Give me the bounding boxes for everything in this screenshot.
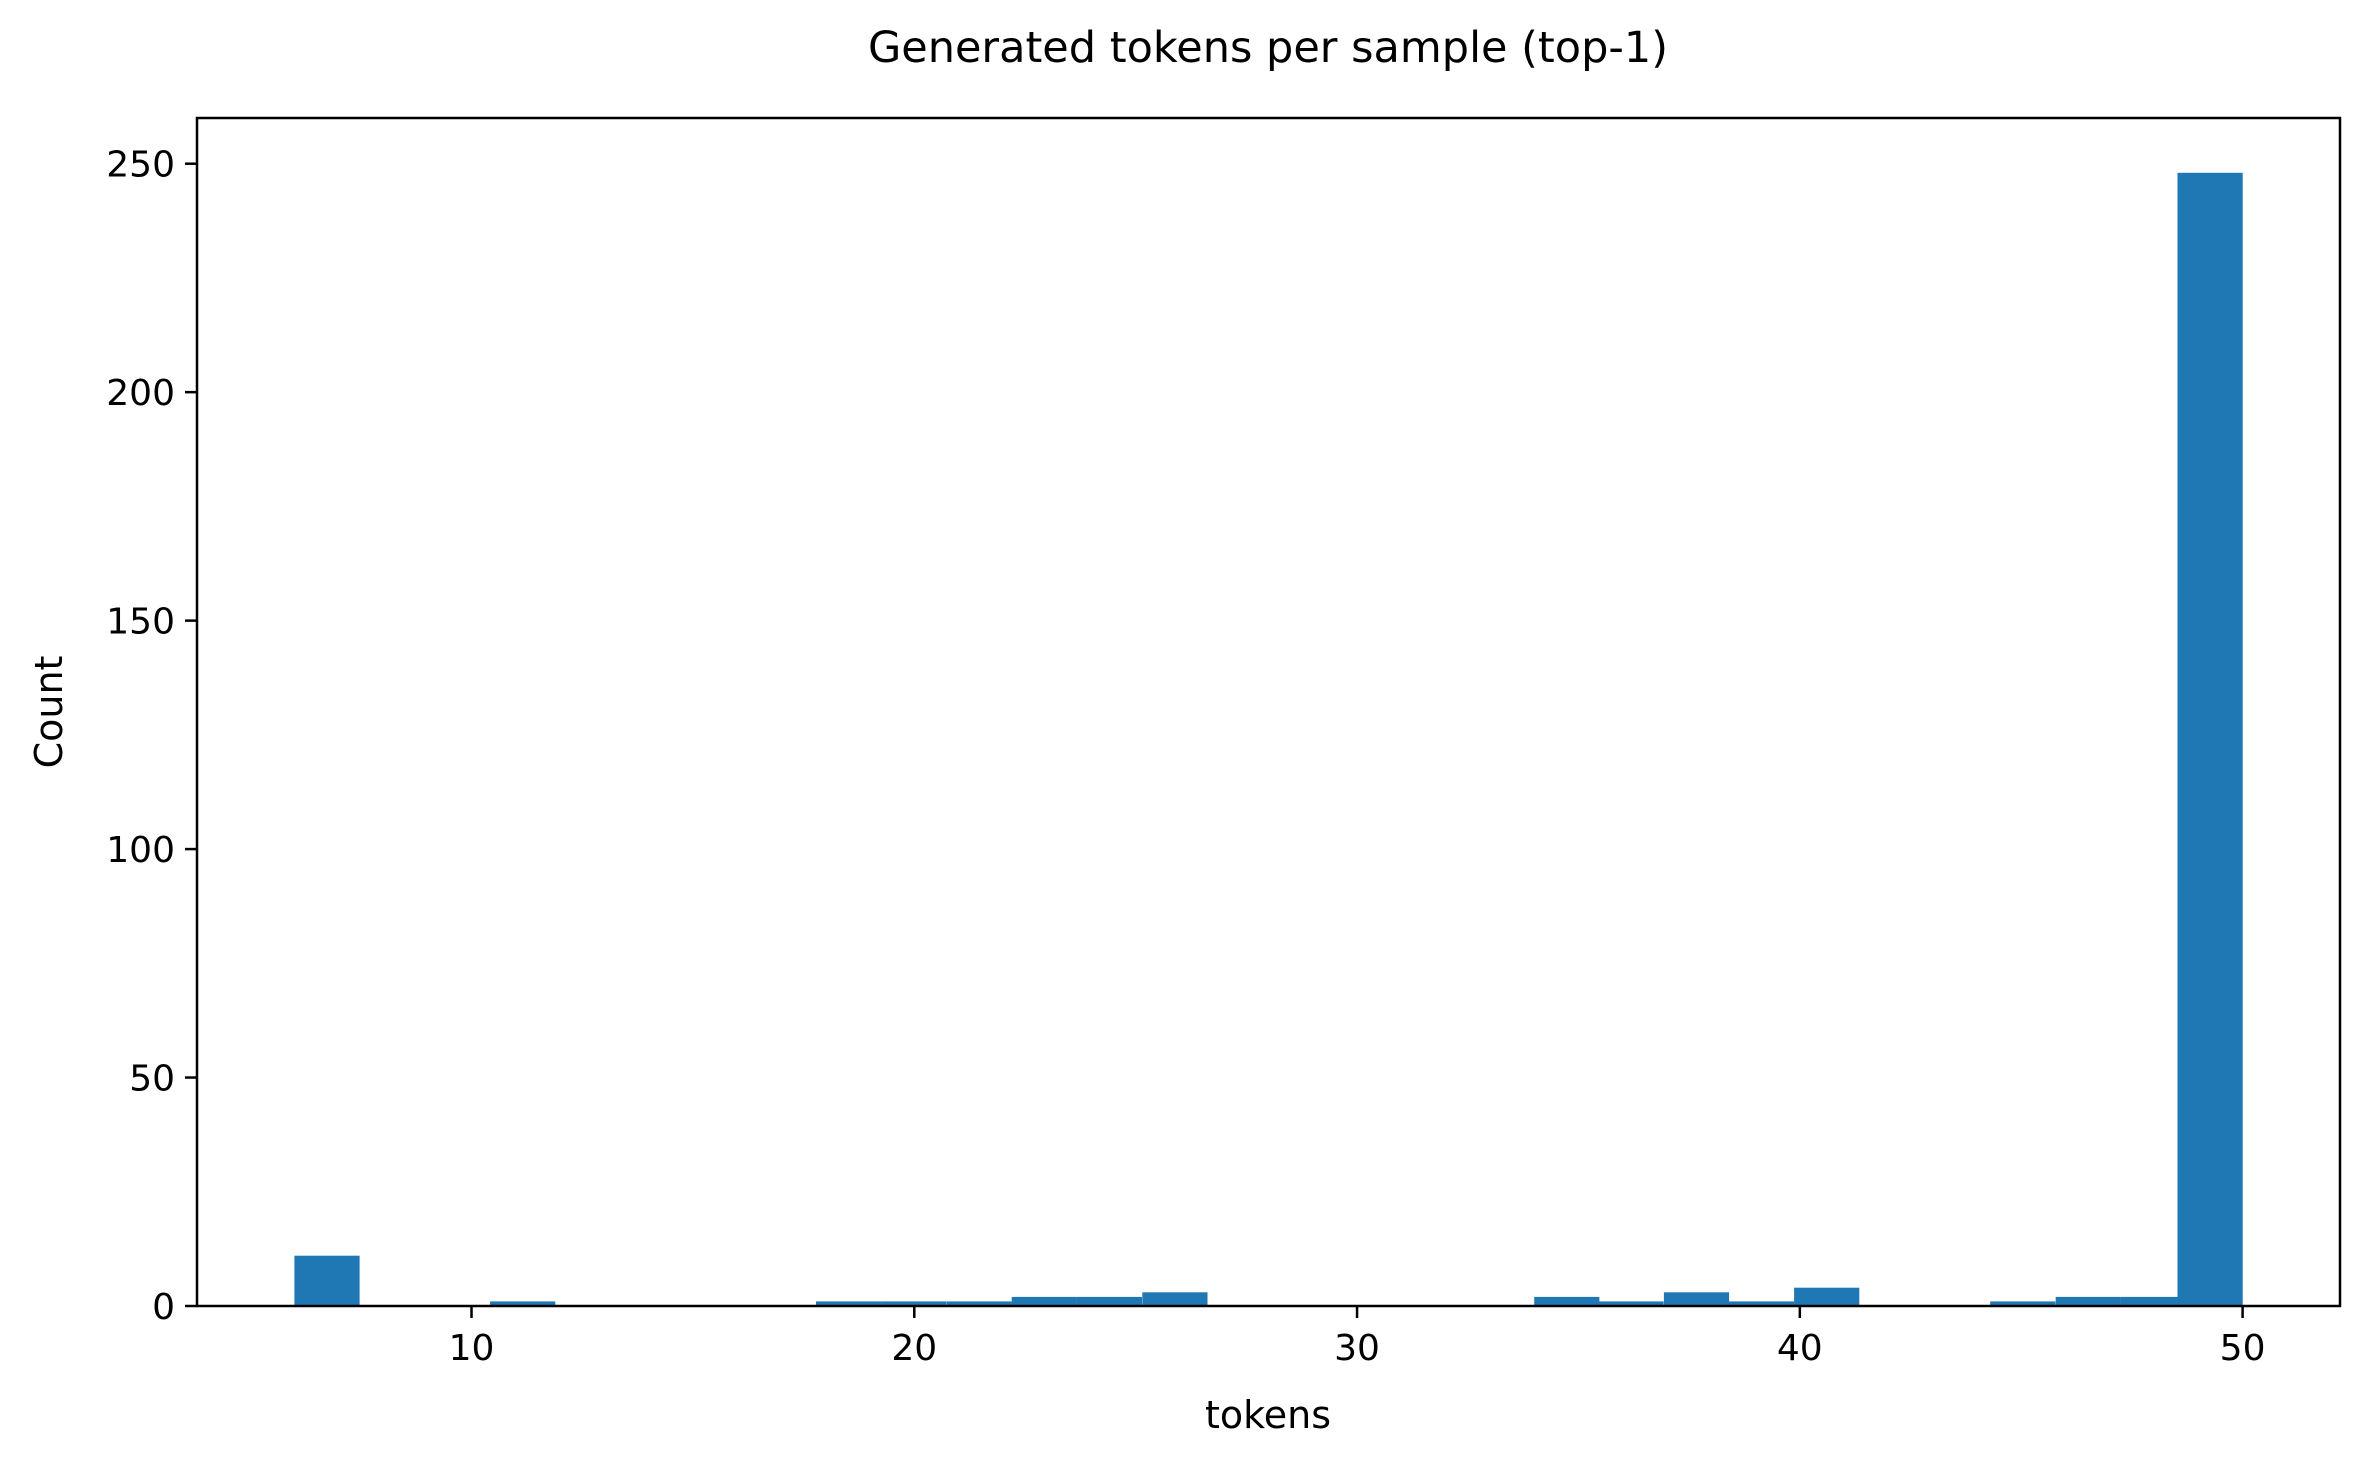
histogram-bar [946, 1301, 1012, 1306]
y-axis-ticks: 0 50 100 150 200 250 [106, 145, 197, 1328]
y-axis-label: Count [27, 656, 71, 769]
histogram-bar [816, 1301, 882, 1306]
histogram-bar [2120, 1296, 2186, 1306]
histogram-bar [1663, 1292, 1730, 1306]
histogram-bar [294, 1255, 360, 1306]
y-tick-label: 150 [106, 602, 175, 643]
histogram-bar [881, 1301, 947, 1306]
y-tick-label: 200 [106, 373, 175, 414]
histogram-bar [1794, 1287, 1860, 1306]
chart-title: Generated tokens per sample (top-1) [868, 23, 1668, 73]
y-tick-label: 0 [152, 1287, 175, 1328]
histogram-bar [2177, 172, 2243, 1306]
x-tick-label: 10 [449, 1328, 495, 1369]
x-tick-label: 30 [1334, 1328, 1380, 1369]
x-tick-label: 20 [891, 1328, 937, 1369]
x-axis-ticks: 10 20 30 40 50 [449, 1306, 2266, 1369]
histogram-bar [2055, 1296, 2121, 1306]
y-tick-label: 50 [129, 1059, 175, 1100]
histogram-bar [490, 1301, 556, 1306]
histogram-bar [1076, 1296, 1142, 1306]
histogram-bar [1011, 1296, 1077, 1306]
histogram-bar [1534, 1296, 1600, 1306]
histogram-bar [1598, 1301, 1664, 1306]
x-axis-label: tokens [1205, 1393, 1331, 1437]
x-tick-label: 50 [2220, 1328, 2266, 1369]
histogram-bar [1729, 1301, 1795, 1306]
bars-layer [294, 172, 2243, 1306]
plot-area-frame [195, 116, 2342, 1308]
x-tick-label: 40 [1777, 1328, 1823, 1369]
histogram-bar [1142, 1292, 1208, 1306]
histogram-bar [1990, 1301, 2056, 1306]
y-tick-label: 250 [106, 145, 175, 186]
y-tick-label: 100 [106, 830, 175, 871]
